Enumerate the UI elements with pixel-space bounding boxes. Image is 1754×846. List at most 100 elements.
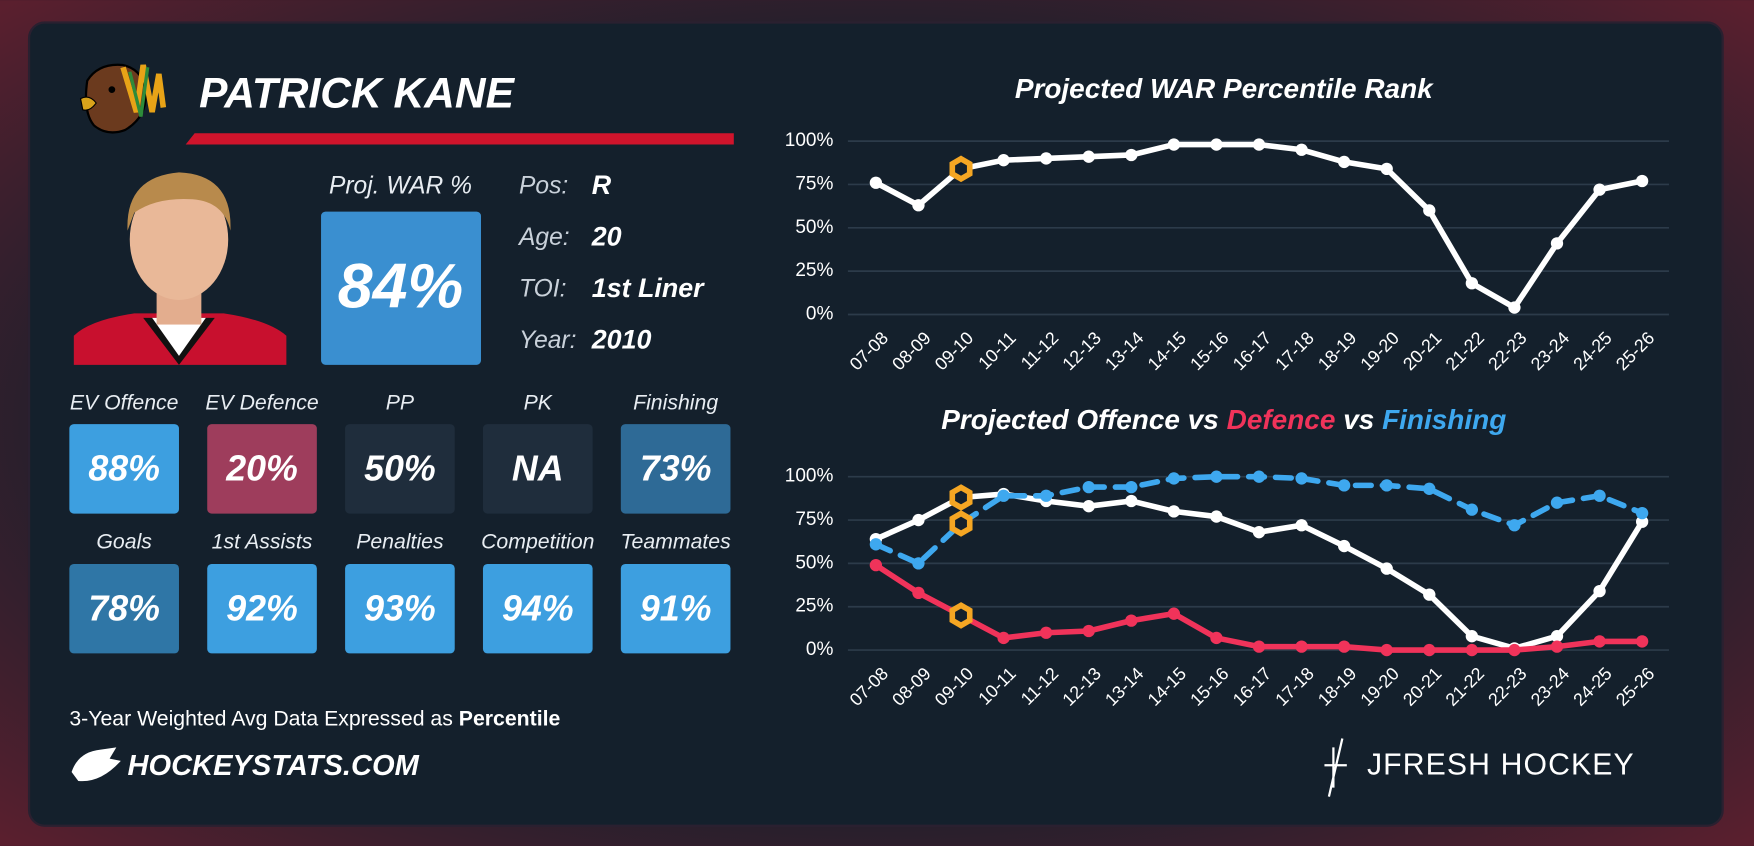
- point: [1295, 472, 1308, 485]
- point: [997, 154, 1010, 167]
- summary-label: Proj. WAR %: [329, 172, 472, 199]
- point: [1593, 183, 1606, 196]
- point: [1508, 643, 1521, 657]
- point: [1210, 470, 1223, 483]
- point: [1550, 640, 1564, 653]
- tile-box: [345, 424, 455, 514]
- tile-box: [345, 563, 455, 654]
- tile-box: [620, 563, 731, 654]
- point: [1380, 562, 1393, 575]
- y-tick-label: 100%: [785, 130, 834, 151]
- tile-value: 93%: [364, 588, 436, 628]
- tile-label: PK: [524, 391, 553, 415]
- tile-label: Goals: [96, 529, 152, 553]
- bio-label: Year:: [519, 327, 576, 354]
- team-logo: [79, 63, 167, 134]
- tile-label: Competition: [481, 529, 594, 553]
- point: [1082, 150, 1095, 163]
- point: [1082, 480, 1095, 494]
- point: [1380, 162, 1393, 176]
- point: [1295, 143, 1308, 156]
- y-tick-label: 25%: [795, 260, 833, 281]
- y-tick-label: 25%: [795, 596, 833, 617]
- tile-box: [482, 424, 593, 514]
- point: [1337, 539, 1351, 553]
- point: [1167, 505, 1181, 518]
- tile-label: Finishing: [633, 391, 718, 415]
- bio-label: TOI:: [519, 275, 566, 302]
- point: [997, 631, 1010, 645]
- point: [1380, 479, 1393, 492]
- tile-label: PP: [386, 391, 415, 415]
- tile-box: [620, 424, 731, 514]
- point: [1210, 138, 1223, 151]
- highlight-marker: [949, 602, 973, 629]
- highlight-marker: [949, 510, 973, 537]
- point: [1465, 643, 1479, 657]
- tile-label: EV Offence: [70, 391, 179, 415]
- point: [912, 513, 925, 527]
- point: [1550, 237, 1564, 250]
- summary-box: [321, 211, 482, 365]
- point: [997, 489, 1010, 502]
- point: [1593, 489, 1606, 502]
- point: [1380, 643, 1393, 657]
- point: [1465, 503, 1479, 516]
- point: [1082, 624, 1095, 638]
- point: [1252, 526, 1266, 539]
- point: [1252, 640, 1266, 653]
- chart-title: Projected Offence vs Defence vs Finishin…: [941, 404, 1506, 435]
- tile-label: Teammates: [621, 529, 732, 553]
- tile-value: NA: [512, 449, 564, 489]
- point: [1465, 630, 1479, 643]
- point: [1040, 152, 1053, 165]
- tile-box: [69, 424, 179, 514]
- brand-icon: [1324, 738, 1347, 797]
- point: [1125, 480, 1138, 494]
- point: [869, 538, 883, 551]
- point: [1635, 515, 1649, 528]
- brand-name: JFRESH HOCKEY: [1367, 748, 1635, 781]
- tile-label: Penalties: [356, 529, 444, 553]
- tile-value: 94%: [502, 588, 574, 628]
- bio-value: 1st Liner: [592, 273, 705, 303]
- point: [1508, 301, 1521, 314]
- point: [1550, 630, 1564, 643]
- tile-label: 1st Assists: [212, 529, 313, 553]
- player-photo: [73, 172, 287, 365]
- point: [1082, 500, 1095, 513]
- tile-label: EV Defence: [205, 391, 319, 415]
- tile-value: 78%: [88, 588, 160, 628]
- y-tick-label: 75%: [795, 173, 833, 194]
- point: [1423, 588, 1436, 601]
- tile-box: [207, 563, 317, 654]
- tile-value: 92%: [226, 588, 298, 628]
- summary-value: 84%: [338, 252, 463, 322]
- chart-title: Projected WAR Percentile Rank: [1015, 73, 1434, 104]
- bio-value: 2010: [591, 324, 652, 354]
- point: [1252, 470, 1266, 483]
- site-icon: [71, 747, 121, 782]
- point: [1635, 635, 1649, 648]
- tile-box: [207, 424, 317, 514]
- y-tick-label: 50%: [795, 217, 833, 238]
- tile-box: [69, 563, 179, 654]
- point: [1295, 640, 1308, 653]
- point: [912, 557, 925, 570]
- point: [869, 558, 883, 572]
- point: [1210, 510, 1223, 523]
- point: [869, 176, 883, 189]
- point: [912, 586, 925, 600]
- tile-value: 50%: [364, 449, 436, 489]
- y-tick-label: 0%: [806, 639, 834, 660]
- point: [1167, 138, 1181, 151]
- point: [1337, 155, 1351, 169]
- y-tick-label: 75%: [795, 509, 833, 530]
- title-joiner: vs: [1188, 404, 1219, 435]
- point: [1040, 489, 1053, 502]
- point: [1295, 519, 1308, 532]
- footer-note-text: 3-Year Weighted Avg Data Expressed as: [69, 706, 453, 730]
- point: [1635, 174, 1649, 188]
- site-name: HOCKEYSTATS.COM: [128, 750, 420, 782]
